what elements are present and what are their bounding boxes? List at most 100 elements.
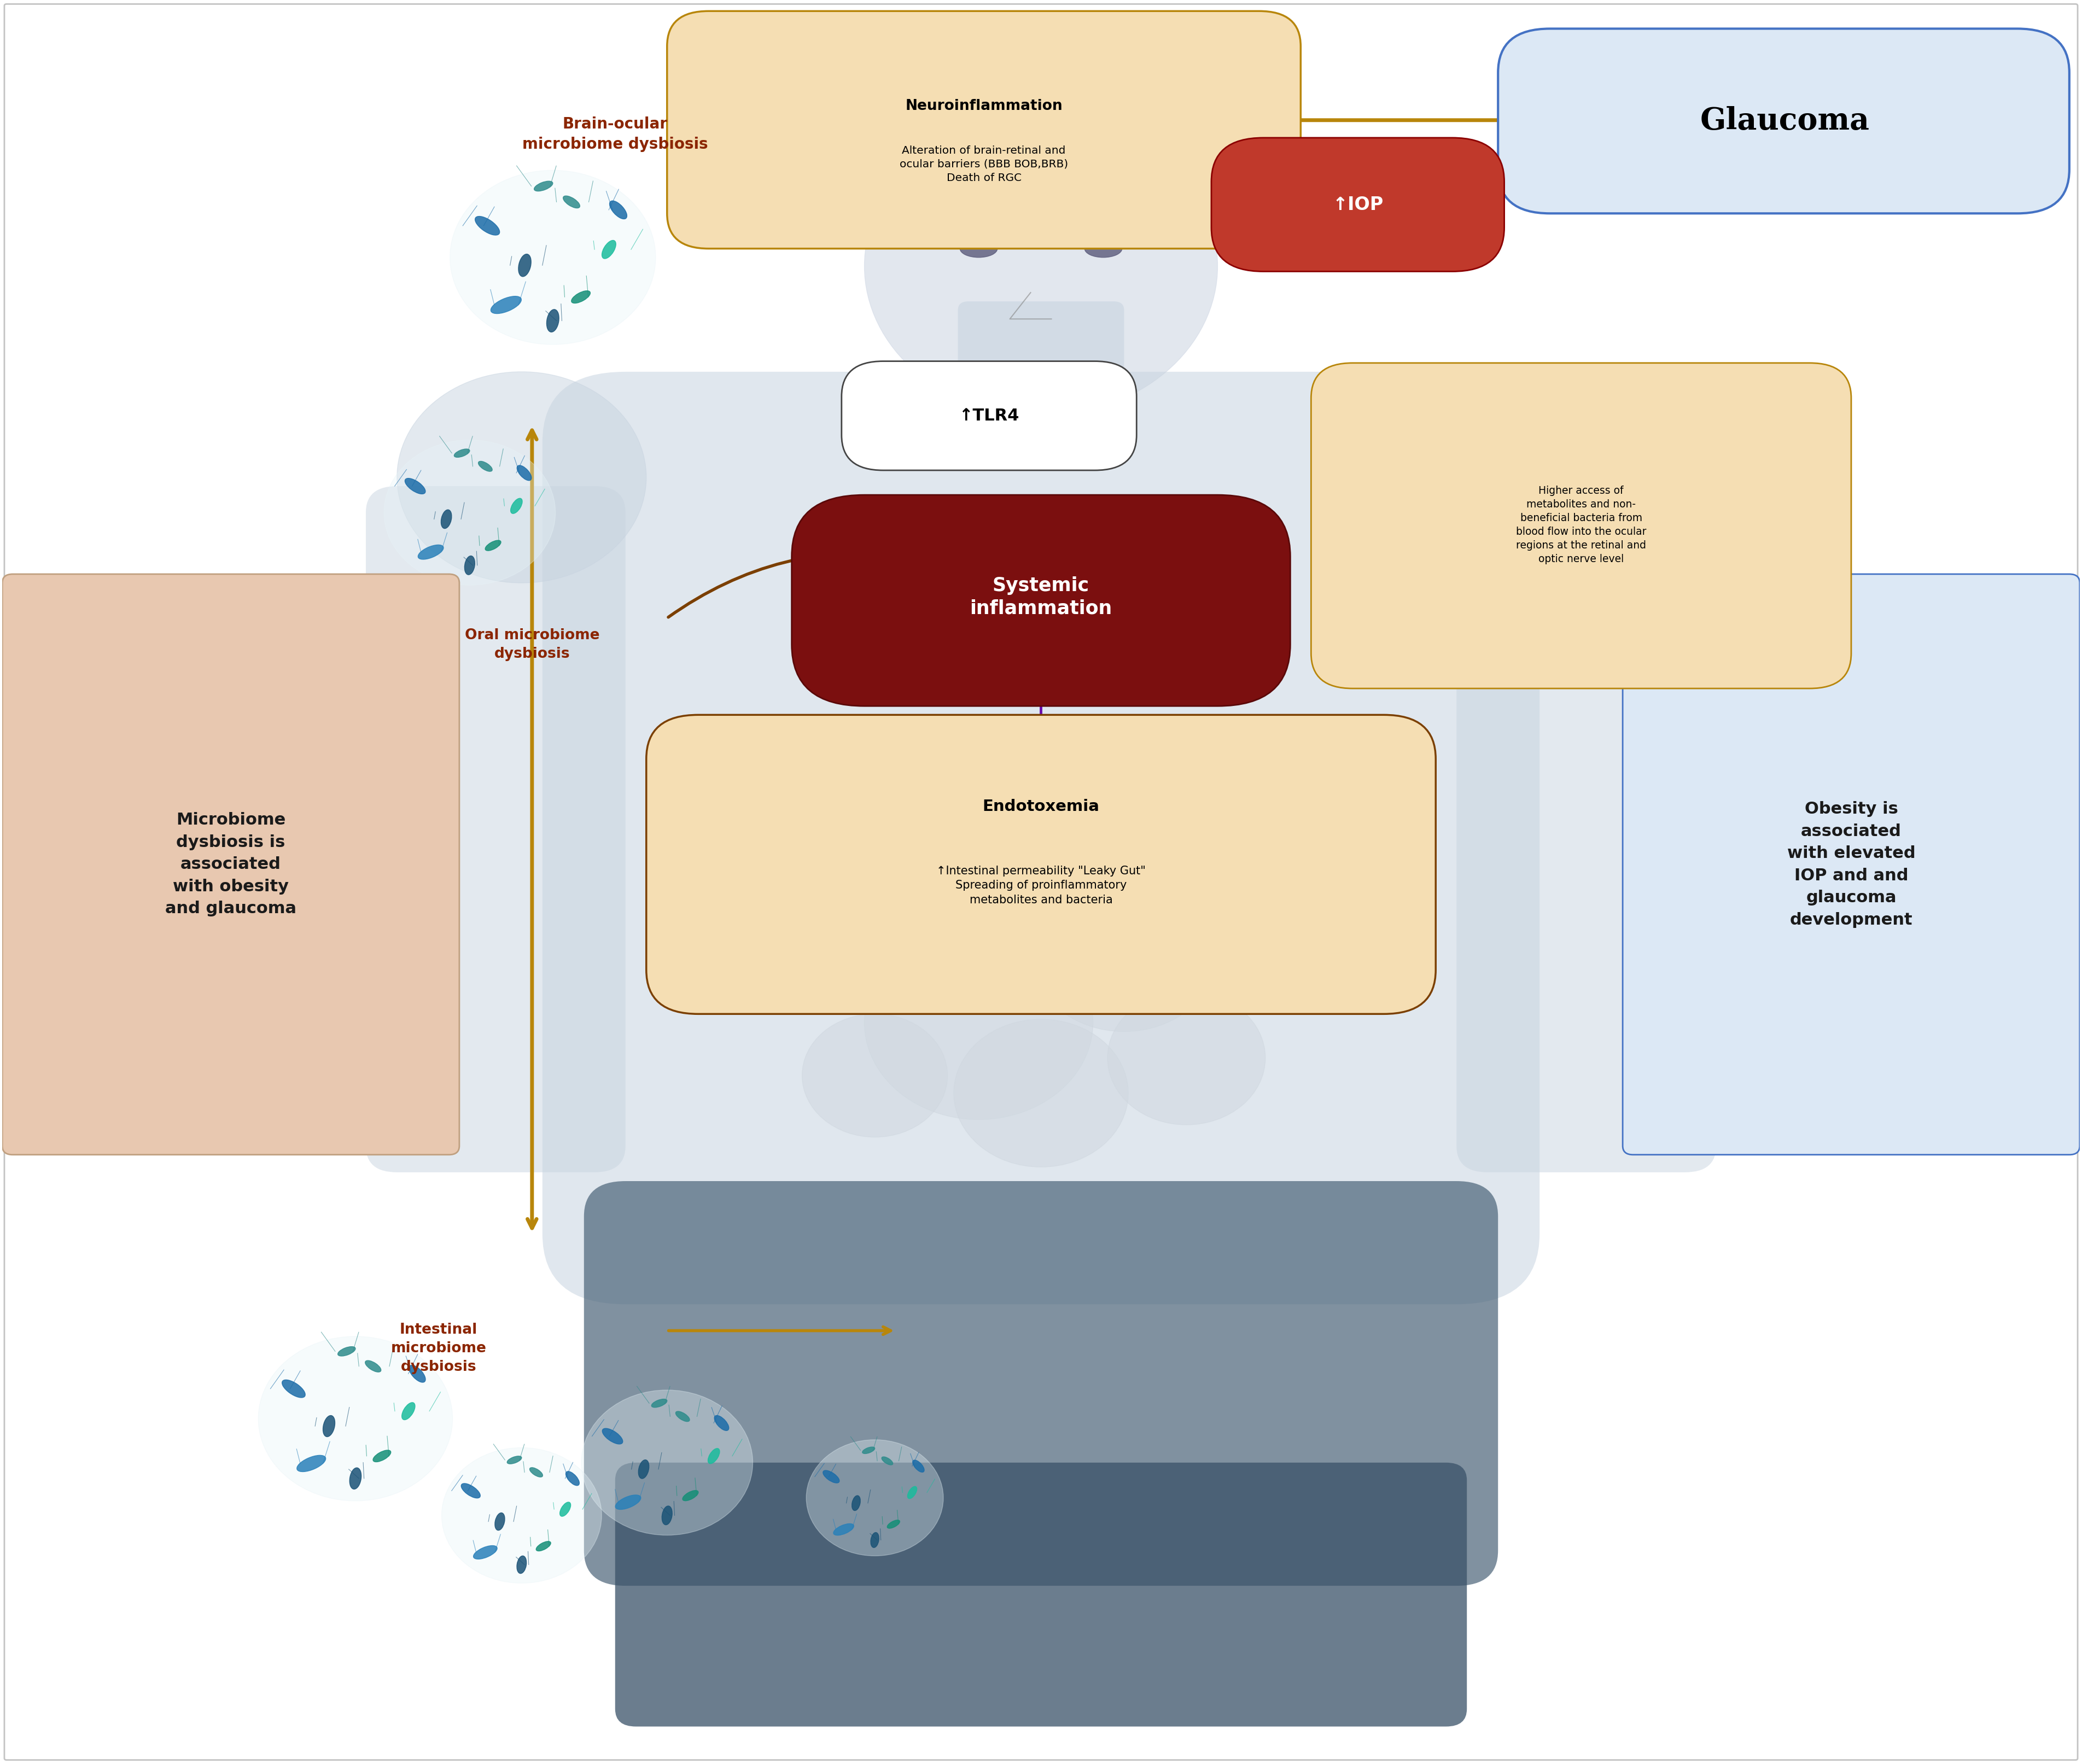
- FancyBboxPatch shape: [583, 1182, 1499, 1586]
- Ellipse shape: [881, 1457, 893, 1464]
- Text: Intestinal
microbiome
dysbiosis: Intestinal microbiome dysbiosis: [391, 1323, 487, 1374]
- Circle shape: [829, 755, 962, 868]
- Ellipse shape: [281, 1379, 306, 1397]
- Text: ↑IOP: ↑IOP: [1332, 196, 1382, 213]
- Ellipse shape: [350, 1468, 362, 1489]
- Ellipse shape: [516, 1556, 527, 1573]
- Ellipse shape: [908, 1487, 916, 1499]
- Ellipse shape: [479, 460, 491, 471]
- Circle shape: [920, 797, 1078, 931]
- Ellipse shape: [570, 291, 591, 303]
- Ellipse shape: [562, 196, 581, 208]
- Ellipse shape: [535, 1542, 552, 1551]
- Circle shape: [383, 439, 556, 586]
- Ellipse shape: [662, 1506, 672, 1524]
- Circle shape: [802, 1014, 947, 1138]
- Circle shape: [441, 1448, 602, 1582]
- Text: Systemic
inflammation: Systemic inflammation: [970, 577, 1112, 617]
- Ellipse shape: [560, 1503, 570, 1517]
- Circle shape: [806, 1439, 943, 1556]
- Text: Alteration of brain-retinal and
ocular barriers (BBB BOB,BRB)
Death of RGC: Alteration of brain-retinal and ocular b…: [899, 145, 1068, 183]
- Ellipse shape: [462, 1484, 481, 1498]
- Ellipse shape: [337, 1346, 356, 1357]
- Circle shape: [1031, 767, 1176, 891]
- Ellipse shape: [518, 254, 531, 277]
- Ellipse shape: [529, 1468, 543, 1476]
- Ellipse shape: [496, 1514, 504, 1531]
- Ellipse shape: [683, 1491, 697, 1501]
- Ellipse shape: [373, 1450, 391, 1462]
- FancyBboxPatch shape: [791, 496, 1291, 706]
- Ellipse shape: [454, 450, 471, 457]
- Circle shape: [954, 1020, 1128, 1168]
- Ellipse shape: [402, 1402, 414, 1420]
- Ellipse shape: [510, 497, 523, 513]
- FancyBboxPatch shape: [958, 302, 1124, 443]
- Ellipse shape: [548, 309, 558, 332]
- Ellipse shape: [323, 1415, 335, 1436]
- Ellipse shape: [714, 1415, 729, 1431]
- Circle shape: [581, 1390, 754, 1535]
- FancyBboxPatch shape: [2, 573, 460, 1155]
- Ellipse shape: [862, 1446, 874, 1454]
- Ellipse shape: [833, 1524, 854, 1535]
- Circle shape: [398, 372, 645, 582]
- Text: Higher access of
metabolites and non-
beneficial bacteria from
blood flow into t: Higher access of metabolites and non- be…: [1516, 485, 1647, 564]
- FancyBboxPatch shape: [1499, 28, 2070, 213]
- FancyBboxPatch shape: [841, 362, 1137, 471]
- Text: Glaucoma: Glaucoma: [1701, 106, 1870, 136]
- Ellipse shape: [870, 1533, 879, 1547]
- Ellipse shape: [404, 478, 425, 494]
- Ellipse shape: [610, 201, 627, 219]
- Ellipse shape: [364, 1360, 381, 1372]
- Ellipse shape: [473, 1545, 498, 1559]
- Ellipse shape: [887, 1521, 899, 1528]
- Text: Oral microbiome
dysbiosis: Oral microbiome dysbiosis: [464, 628, 600, 662]
- Ellipse shape: [441, 510, 452, 529]
- Ellipse shape: [298, 1455, 325, 1471]
- FancyBboxPatch shape: [1312, 363, 1851, 688]
- Ellipse shape: [708, 1448, 720, 1464]
- Ellipse shape: [852, 1496, 860, 1510]
- Circle shape: [864, 116, 1218, 416]
- Text: Obesity is
associated
with elevated
IOP and and
glaucoma
development: Obesity is associated with elevated IOP …: [1786, 801, 1915, 928]
- Circle shape: [864, 926, 1093, 1120]
- Circle shape: [770, 864, 937, 1005]
- FancyBboxPatch shape: [1457, 487, 1716, 1173]
- Ellipse shape: [464, 556, 475, 575]
- FancyBboxPatch shape: [543, 372, 1539, 1304]
- Ellipse shape: [639, 1461, 650, 1478]
- Text: ↑TLR4: ↑TLR4: [960, 407, 1020, 423]
- Ellipse shape: [408, 1365, 425, 1383]
- Text: ↑Intestinal permeability "Leaky Gut"
Spreading of proinflammatory
metabolites an: ↑Intestinal permeability "Leaky Gut" Spr…: [937, 866, 1145, 905]
- Ellipse shape: [652, 1399, 666, 1408]
- Ellipse shape: [516, 466, 531, 480]
- Ellipse shape: [1085, 240, 1122, 258]
- Circle shape: [1031, 873, 1218, 1032]
- Ellipse shape: [677, 1411, 689, 1422]
- Text: Brain-ocular
microbiome dysbiosis: Brain-ocular microbiome dysbiosis: [523, 116, 708, 152]
- Ellipse shape: [418, 545, 443, 559]
- Ellipse shape: [566, 1471, 579, 1485]
- Circle shape: [1437, 372, 1684, 582]
- FancyBboxPatch shape: [1622, 573, 2080, 1155]
- Ellipse shape: [508, 1455, 523, 1464]
- FancyBboxPatch shape: [666, 11, 1301, 249]
- FancyBboxPatch shape: [614, 1462, 1468, 1727]
- Text: Microbiome
dysbiosis is
associated
with obesity
and glaucoma: Microbiome dysbiosis is associated with …: [164, 811, 296, 917]
- Ellipse shape: [602, 240, 616, 259]
- Text: Neuroinflammation: Neuroinflammation: [906, 99, 1062, 113]
- Text: Endotoxemia: Endotoxemia: [983, 799, 1099, 813]
- FancyBboxPatch shape: [366, 487, 625, 1173]
- FancyBboxPatch shape: [645, 714, 1437, 1014]
- Ellipse shape: [475, 217, 500, 235]
- Ellipse shape: [912, 1461, 924, 1473]
- Ellipse shape: [491, 296, 520, 314]
- FancyBboxPatch shape: [1212, 138, 1505, 272]
- Circle shape: [258, 1337, 452, 1501]
- Circle shape: [1108, 991, 1266, 1125]
- Circle shape: [450, 171, 656, 344]
- Ellipse shape: [535, 182, 554, 191]
- Ellipse shape: [960, 240, 997, 258]
- Ellipse shape: [822, 1471, 839, 1484]
